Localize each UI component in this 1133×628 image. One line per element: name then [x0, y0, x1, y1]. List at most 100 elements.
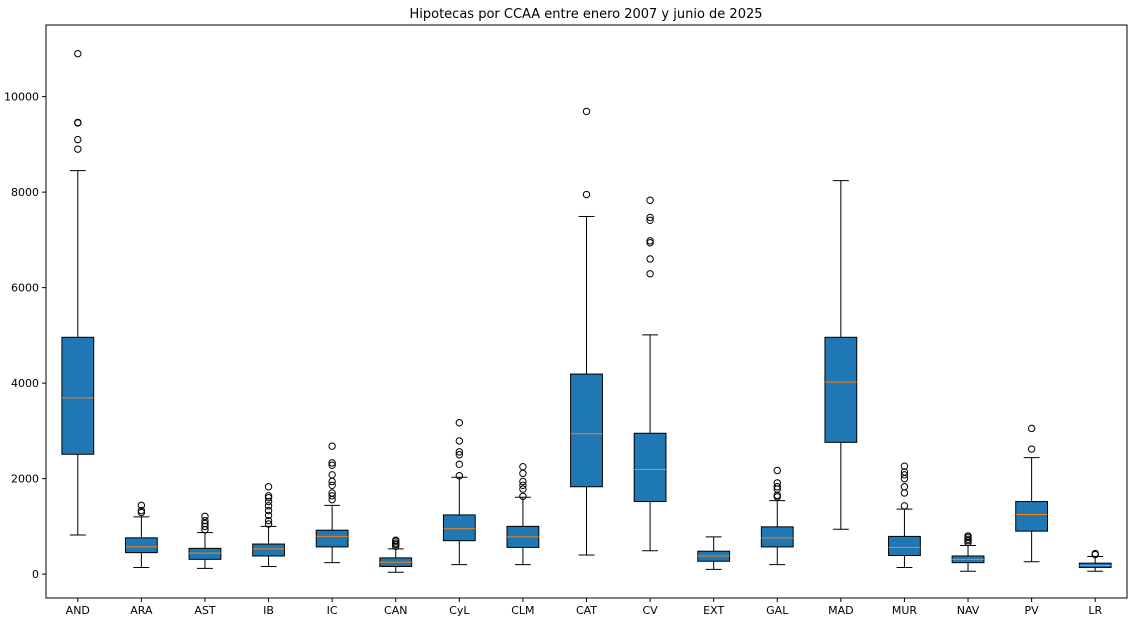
outlier-point	[773, 483, 781, 491]
x-tick-label: MAD	[828, 604, 854, 617]
x-tick-label: AST	[194, 604, 216, 617]
outlier-point	[1091, 549, 1099, 558]
outlier-point	[646, 255, 654, 263]
box-ext	[697, 536, 731, 570]
outlier-point	[455, 437, 464, 445]
boxes	[61, 49, 1112, 573]
outlier-point	[264, 492, 273, 500]
box-mur	[888, 462, 921, 568]
y-tick-label: 8000	[11, 186, 39, 199]
y-tick-label: 6000	[11, 282, 39, 295]
box-ic	[315, 442, 349, 564]
outlier-point	[582, 107, 591, 116]
iqr-box	[124, 537, 158, 554]
outlier-point	[900, 468, 909, 476]
x-tick-label: MUR	[892, 604, 918, 617]
box-clm	[506, 462, 540, 566]
box-pv	[1015, 424, 1049, 563]
box-lr	[1078, 549, 1112, 572]
outlier-point	[900, 502, 909, 510]
outlier-point	[74, 49, 82, 58]
outlier-point	[519, 469, 527, 478]
outlier-point	[1027, 424, 1036, 433]
outlier-point	[328, 461, 336, 469]
x-tick-label: NAV	[957, 604, 980, 617]
box-and	[61, 49, 95, 536]
outlier-point	[646, 196, 654, 204]
outlier-point	[964, 535, 972, 543]
outlier-point	[646, 216, 654, 224]
box-nav	[951, 532, 985, 572]
outlier-point	[392, 539, 400, 547]
x-tick-label: CyL	[449, 604, 470, 617]
box-cat	[570, 107, 603, 556]
iqr-box	[760, 526, 794, 548]
box-gal	[760, 466, 794, 566]
outlier-point	[201, 516, 209, 525]
outlier-point	[328, 481, 336, 490]
iqr-box	[252, 543, 285, 557]
x-tick-label: CV	[642, 604, 658, 617]
iqr-box	[824, 336, 858, 443]
x-tick-label: ARA	[130, 604, 153, 617]
iqr-box	[633, 432, 667, 503]
x-tick-label: CLM	[511, 604, 534, 617]
x-tick-label: IB	[263, 604, 274, 617]
outlier-point	[964, 532, 972, 540]
outlier-point	[264, 511, 273, 520]
outlier-point	[264, 494, 273, 502]
outlier-point	[264, 497, 273, 506]
x-tick-label: AND	[66, 604, 90, 617]
iqr-box	[315, 529, 349, 548]
iqr-box	[188, 547, 222, 560]
outlier-point	[264, 506, 273, 515]
outlier-point	[519, 477, 527, 486]
outlier-point	[455, 451, 464, 459]
x-tick-label: CAN	[384, 604, 407, 617]
outlier-point	[137, 501, 146, 510]
box-can	[379, 536, 413, 573]
iqr-box	[442, 514, 476, 542]
outlier-point	[328, 471, 336, 479]
outlier-point	[900, 471, 909, 479]
y-tick-label: 4000	[11, 377, 39, 390]
outlier-point	[328, 492, 336, 500]
iqr-box	[1015, 501, 1049, 532]
outlier-point	[582, 190, 591, 199]
box-mad	[824, 180, 858, 530]
x-tick-label: CAT	[576, 604, 597, 617]
outlier-point	[519, 485, 527, 493]
outlier-point	[519, 462, 527, 471]
outlier-point	[392, 536, 400, 544]
outlier-point	[646, 239, 654, 247]
x-axis: AND ARA AST IB IC CAN CyL CLM CAT CV EXT GAL MAD MUR N…	[66, 598, 1102, 617]
outlier-point	[646, 270, 654, 278]
box-cyl	[442, 419, 476, 566]
iqr-box	[570, 373, 603, 488]
outlier-point	[455, 448, 464, 456]
outlier-point	[1027, 445, 1036, 453]
outlier-point	[900, 483, 909, 491]
outlier-point	[455, 472, 464, 480]
outlier-point	[646, 213, 654, 222]
outlier-point	[519, 492, 527, 500]
outlier-point	[74, 135, 82, 144]
outlier-point	[264, 516, 273, 525]
outlier-point	[137, 508, 146, 517]
outlier-point	[455, 419, 464, 427]
outlier-point	[519, 481, 527, 490]
outlier-point	[328, 442, 336, 450]
box-cv	[633, 196, 667, 552]
y-tick-label: 10000	[4, 91, 39, 104]
box-ara	[124, 501, 158, 568]
box-ib	[252, 483, 285, 567]
plot-frame	[45, 24, 1128, 599]
y-axis: 0 2000 4000 6000 8000 10000	[4, 91, 46, 581]
y-tick-label: 0	[32, 568, 39, 581]
outlier-point	[201, 512, 209, 521]
outlier-point	[455, 460, 464, 468]
iqr-box	[61, 336, 95, 455]
x-tick-label: GAL	[766, 604, 789, 617]
